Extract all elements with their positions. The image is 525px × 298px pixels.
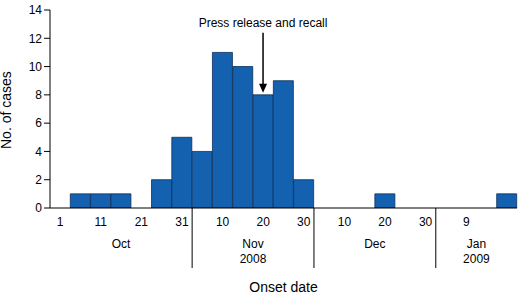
svg-text:Oct: Oct [112, 237, 131, 251]
svg-text:0: 0 [35, 201, 42, 215]
svg-text:4: 4 [35, 145, 42, 159]
svg-text:14: 14 [29, 3, 43, 17]
svg-text:20: 20 [257, 215, 271, 229]
svg-text:10: 10 [216, 215, 230, 229]
svg-text:8: 8 [35, 88, 42, 102]
svg-text:Onset date: Onset date [249, 279, 318, 295]
svg-text:2: 2 [35, 173, 42, 187]
svg-text:6: 6 [35, 116, 42, 130]
svg-text:Press release and recall: Press release and recall [199, 16, 328, 30]
svg-text:30: 30 [297, 215, 311, 229]
svg-text:10: 10 [29, 60, 43, 74]
svg-text:1: 1 [57, 215, 64, 229]
svg-text:No. of cases: No. of cases [8, 71, 14, 149]
svg-text:Nov: Nov [242, 237, 263, 251]
svg-text:Jan: Jan [467, 237, 486, 251]
svg-text:30: 30 [419, 215, 433, 229]
svg-text:20: 20 [378, 215, 392, 229]
svg-text:Dec: Dec [364, 237, 385, 251]
svg-text:2009: 2009 [463, 252, 490, 266]
svg-text:21: 21 [135, 215, 149, 229]
svg-text:31: 31 [175, 215, 189, 229]
svg-text:2008: 2008 [240, 252, 267, 266]
svg-text:9: 9 [463, 215, 470, 229]
svg-text:12: 12 [29, 32, 43, 46]
svg-text:11: 11 [95, 215, 108, 229]
svg-text:10: 10 [338, 215, 352, 229]
